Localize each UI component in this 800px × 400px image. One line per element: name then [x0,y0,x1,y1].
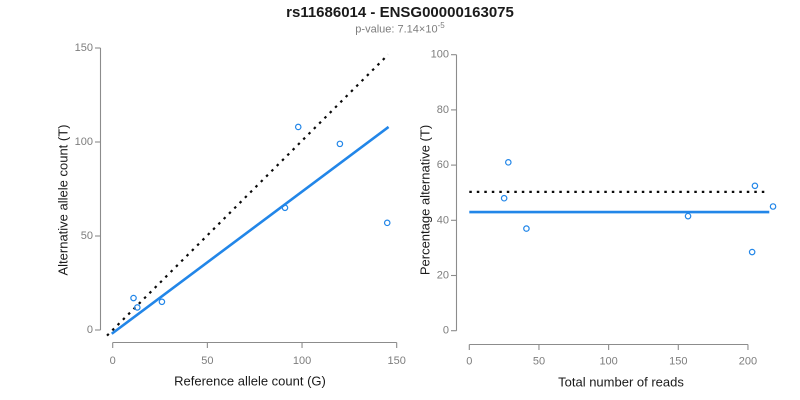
y-tick-label: 0 [87,324,93,336]
right-x-axis-title: Total number of reads [558,374,684,390]
x-tick-label: 150 [388,355,406,367]
plot-subtitle-pvalue: p-value: 7.14×10-5 [355,21,444,36]
x-tick-label: 0 [110,355,116,367]
pvalue-exponent: -5 [437,21,445,30]
data-point [336,140,344,148]
y-tick-label: 40 [437,214,449,226]
x-tick-label: 150 [669,356,687,368]
x-tick-label: 200 [739,356,757,368]
y-tick-label: 100 [431,49,449,61]
data-point [769,203,777,210]
pvalue-text: p-value: 7.14×10 [355,23,438,36]
data-point [383,219,391,227]
y-tick-label: 150 [75,42,93,54]
x-tick-label: 100 [599,356,617,368]
data-point [748,248,756,256]
data-point [130,294,137,302]
data-point [684,212,692,220]
x-tick-label: 50 [533,356,545,368]
percentage-alternative-plot: 0 20 40 60 80 100 0 50 100 150 200 [431,49,777,368]
data-point [500,194,508,202]
fit-line [110,125,390,335]
y-tick-label: 50 [81,230,93,242]
y-tick-label: 60 [437,159,449,171]
x-tick-label: 0 [466,356,472,368]
data-point [751,182,759,190]
data-point [523,225,530,232]
y-tick-label: 20 [437,270,449,282]
y-tick-label: 80 [437,104,449,116]
plot-title: rs11686014 - ENSG00000163075 [286,4,514,21]
x-tick-label: 100 [293,355,311,367]
data-point [294,123,302,131]
data-point [281,204,289,212]
data-point [158,298,166,306]
y-tick-label: 100 [75,136,93,148]
y-tick-label: 0 [443,325,449,337]
x-tick-label: 50 [201,355,213,367]
data-point [505,159,512,166]
identity-line [106,53,389,337]
allele-counts-plot: 0 50 100 150 0 50 100 150 [75,42,406,367]
left-x-axis-title: Reference allele count (G) [174,373,326,389]
data-point [134,304,141,311]
